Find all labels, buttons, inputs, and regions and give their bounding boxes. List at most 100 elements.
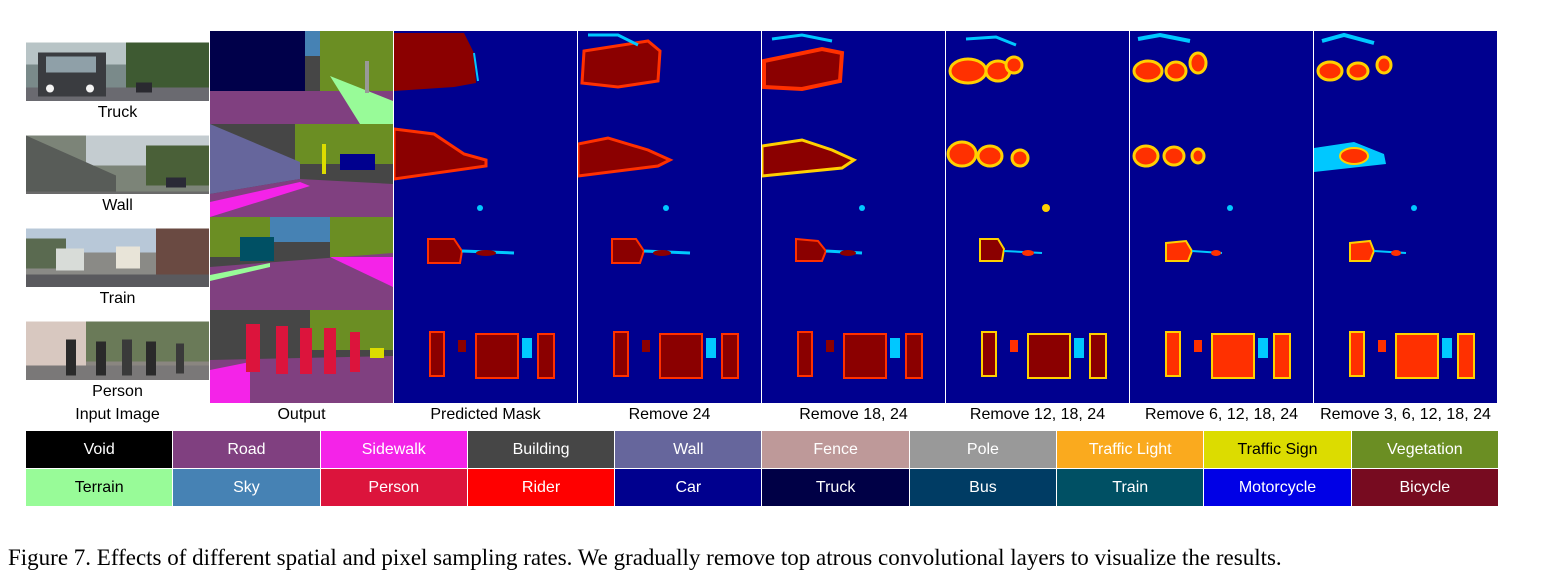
grid-row-person: Person <box>26 310 1500 403</box>
legend-swatch-void: Void <box>26 431 173 468</box>
legend-swatch-terrain: Terrain <box>26 469 173 506</box>
mask-heatmap <box>578 31 761 124</box>
legend-swatch-train: Train <box>1057 469 1204 506</box>
class-color-legend: Void Road Sidewalk Building Wall Fence Pole Tra… <box>26 431 1498 507</box>
row-label: Person <box>26 380 209 403</box>
remove-24-cell <box>578 124 761 217</box>
mask-heatmap <box>1314 217 1497 310</box>
legend-swatch-road: Road <box>173 431 320 468</box>
output-segmentation <box>210 124 393 217</box>
mask-heatmap <box>1314 124 1497 217</box>
input-photo <box>26 321 209 392</box>
mask-heatmap <box>946 124 1129 217</box>
remove-18-24-cell <box>762 31 945 124</box>
predicted-mask-cell <box>394 310 577 403</box>
remove-12-18-24-cell <box>946 124 1129 217</box>
remove-6-12-18-24-cell <box>1130 31 1313 124</box>
remove-18-24-cell <box>762 217 945 310</box>
legend-swatch-truck: Truck <box>762 469 909 506</box>
remove-24-cell <box>578 31 761 124</box>
legend-swatch-building: Building <box>467 431 615 468</box>
row-label: Train <box>26 287 209 310</box>
mask-heatmap <box>946 31 1129 124</box>
remove-12-18-24-cell <box>946 310 1129 403</box>
input-image-cell: Truck <box>26 31 209 124</box>
legend-swatch-person: Person <box>320 469 467 506</box>
remove-3-6-12-18-24-cell <box>1314 310 1497 403</box>
column-label: Remove 12, 18, 24 <box>969 406 1106 423</box>
remove-6-12-18-24-cell <box>1130 217 1313 310</box>
legend-swatch-traffic-sign: Traffic Sign <box>1204 431 1351 468</box>
column-label: Input Image <box>75 406 160 423</box>
legend-swatch-bus: Bus <box>909 469 1057 506</box>
mask-heatmap <box>946 310 1129 403</box>
grid-row-truck: Truck <box>26 31 1500 124</box>
remove-12-18-24-cell <box>946 217 1129 310</box>
column-label: Remove 18, 24 <box>799 406 908 423</box>
legend-swatch-pole: Pole <box>909 431 1057 468</box>
remove-24-cell <box>578 217 761 310</box>
predicted-mask-cell <box>394 31 577 124</box>
column-label: Remove 3, 6, 12, 18, 24 <box>1320 406 1491 423</box>
output-segmentation-cell <box>210 31 393 124</box>
mask-heatmap <box>394 310 577 403</box>
remove-18-24-cell <box>762 124 945 217</box>
legend-swatch-bicycle: Bicycle <box>1351 469 1498 506</box>
output-segmentation <box>210 31 393 124</box>
remove-24-cell <box>578 310 761 403</box>
legend-swatch-car: Car <box>615 469 762 506</box>
predicted-mask-cell <box>394 217 577 310</box>
mask-heatmap <box>394 31 577 124</box>
mask-heatmap <box>762 217 945 310</box>
legend-swatch-fence: Fence <box>762 431 909 468</box>
legend-swatch-wall: Wall <box>615 431 762 468</box>
predicted-mask-cell <box>394 124 577 217</box>
remove-6-12-18-24-cell <box>1130 310 1313 403</box>
remove-12-18-24-cell <box>946 31 1129 124</box>
legend-swatch-vegetation: Vegetation <box>1351 431 1498 468</box>
mask-heatmap <box>1130 124 1313 217</box>
remove-3-6-12-18-24-cell <box>1314 217 1497 310</box>
grid-row-train: Train <box>26 217 1500 310</box>
legend-row: Void Road Sidewalk Building Wall Fence Pole Tra… <box>26 431 1498 468</box>
column-labels: Input Image Output Predicted Mask Remove… <box>26 404 1500 426</box>
remove-3-6-12-18-24-cell <box>1314 124 1497 217</box>
legend-swatch-rider: Rider <box>467 469 615 506</box>
legend-swatch-sky: Sky <box>173 469 320 506</box>
row-label: Wall <box>26 194 209 217</box>
mask-heatmap <box>1130 217 1313 310</box>
legend-swatch-traffic-light: Traffic Light <box>1057 431 1204 468</box>
mask-heatmap <box>1314 31 1497 124</box>
mask-heatmap <box>578 124 761 217</box>
row-label: Truck <box>26 101 209 124</box>
legend-swatch-sidewalk: Sidewalk <box>320 431 467 468</box>
column-label: Output <box>277 406 326 423</box>
mask-heatmap <box>394 124 577 217</box>
mask-heatmap <box>1130 310 1313 403</box>
figure-caption: Figure 7. Effects of different spatial a… <box>8 545 1282 570</box>
input-image-cell: Wall <box>26 124 209 217</box>
remove-6-12-18-24-cell <box>1130 124 1313 217</box>
remove-18-24-cell <box>762 310 945 403</box>
mask-heatmap <box>578 217 761 310</box>
column-label: Remove 24 <box>628 406 711 423</box>
legend-row: Terrain Sky Person Rider Car Truck Bus Train Mot… <box>26 469 1498 506</box>
mask-heatmap <box>762 31 945 124</box>
legend-swatch-motorcycle: Motorcycle <box>1204 469 1351 506</box>
output-segmentation <box>210 217 393 310</box>
mask-heatmap <box>1314 310 1497 403</box>
output-segmentation-cell <box>210 310 393 403</box>
remove-3-6-12-18-24-cell <box>1314 31 1497 124</box>
column-label: Predicted Mask <box>430 406 541 423</box>
column-label: Remove 6, 12, 18, 24 <box>1145 406 1298 423</box>
mask-heatmap <box>946 217 1129 310</box>
output-segmentation <box>210 310 393 403</box>
grid-row-wall: Wall <box>26 124 1500 217</box>
input-photo <box>26 42 209 113</box>
mask-heatmap <box>1130 31 1313 124</box>
mask-heatmap <box>578 310 761 403</box>
output-segmentation-cell <box>210 217 393 310</box>
output-segmentation-cell <box>210 124 393 217</box>
result-grid: Truck <box>26 31 1500 403</box>
